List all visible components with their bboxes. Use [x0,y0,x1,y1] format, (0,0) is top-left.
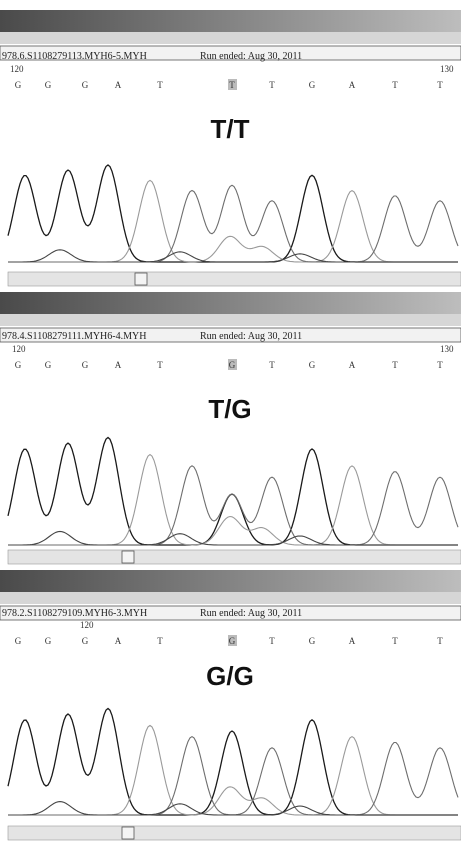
scroll-thumb[interactable] [135,273,147,285]
scroll-thumb[interactable] [122,827,134,839]
base-call: A [349,636,356,646]
base-call: G [309,636,316,646]
base-call: T [437,80,443,90]
run-date: Run ended: Aug 30, 2011 [200,331,302,342]
trace-t [8,737,458,815]
position-end: 130 [440,344,454,354]
base-call: G [15,80,22,90]
scrollbar [8,272,461,286]
base-call: A [349,80,356,90]
scrollbar [8,550,461,564]
file-name: 978.2.S1108279109.MYH6-3.MYH [2,608,147,619]
base-call: T [392,360,398,370]
base-call: G [309,80,316,90]
base-call: G [45,636,52,646]
base-call: G [45,80,52,90]
position-start: 120 [10,64,24,74]
trace-g [8,709,458,816]
base-call: G [15,636,22,646]
trace-t [8,185,458,262]
figure: 978.6.S1108279113.MYH6-5.MYH Run ended: A… [0,0,461,842]
base-call: T [157,636,163,646]
genotype: T/G [208,394,251,424]
trace-c [8,802,458,815]
trace-g [8,438,458,546]
run-date: Run ended: Aug 30, 2011 [200,608,302,619]
base-call: G [82,80,89,90]
trace-t [8,466,458,545]
title-bar [0,10,461,32]
file-name: 978.4.S1108279111.MYH6-4.MYH [2,331,146,342]
trace-a [8,455,458,545]
base-call: T [437,360,443,370]
title-bar [0,292,461,314]
base-call: A [115,80,122,90]
base-call: A [115,636,122,646]
base-call: T [269,80,275,90]
base-call: G [82,360,89,370]
base-call: T [437,636,443,646]
trace-c [8,531,458,545]
base-call: T [392,636,398,646]
base-call: G [229,360,236,370]
genotype: G/G [206,661,254,691]
title-bar-strip [0,314,461,326]
scrollbar [8,826,461,840]
base-call: G [229,636,236,646]
base-call: T [157,360,163,370]
genotype: T/T [211,114,250,144]
scroll-thumb[interactable] [122,551,134,563]
file-name: 978.6.S1108279113.MYH6-5.MYH [2,51,147,62]
position-start: 120 [12,344,26,354]
base-call: T [269,360,275,370]
title-bar [0,570,461,592]
base-call: G [45,360,52,370]
position-end: 130 [440,64,454,74]
base-call: G [82,636,89,646]
trace-c [8,250,458,262]
base-call: T [269,636,275,646]
base-call: T [229,80,235,90]
base-call: T [157,80,163,90]
base-call: T [392,80,398,90]
base-call: A [349,360,356,370]
title-bar-strip [0,32,461,44]
base-call: G [15,360,22,370]
title-bar-strip [0,592,461,604]
trace-a [8,180,458,262]
trace-g [8,165,458,262]
base-call: G [309,360,316,370]
trace-a [8,725,458,815]
base-call: A [115,360,122,370]
position-start: 120 [80,620,94,630]
run-date: Run ended: Aug 30, 2011 [200,51,302,62]
